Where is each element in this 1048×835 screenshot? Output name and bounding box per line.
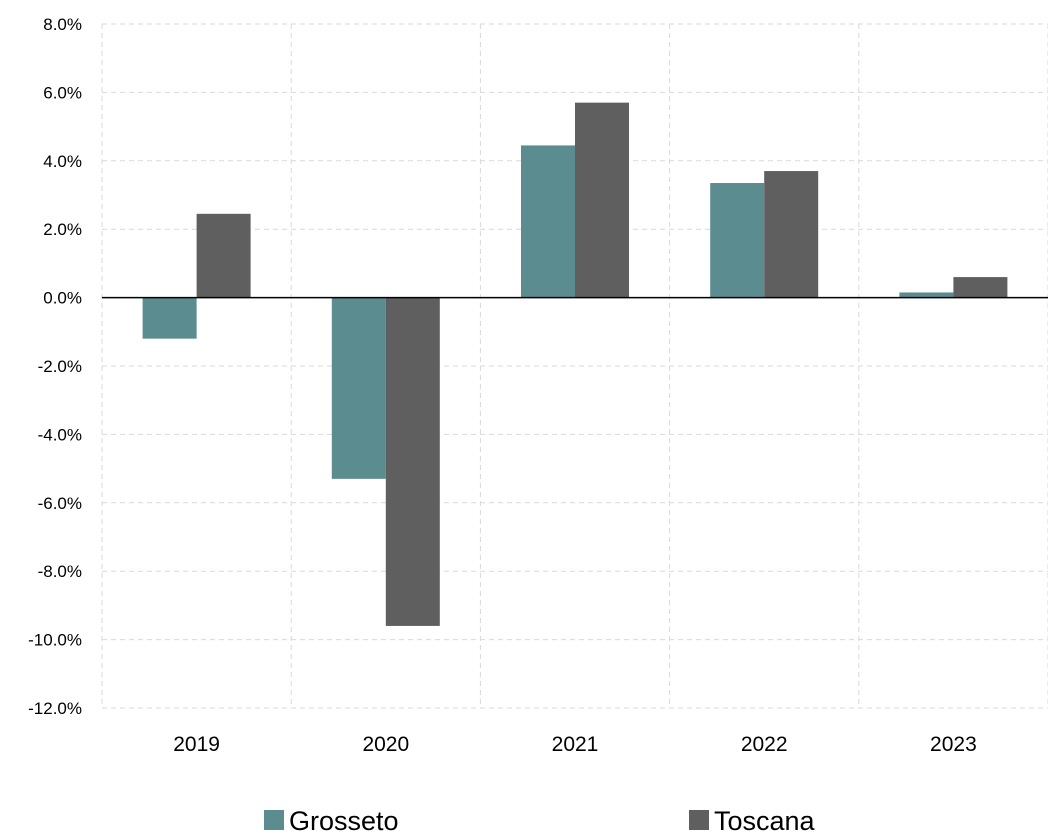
y-tick-label: -6.0% bbox=[38, 494, 82, 513]
bar-grosseto-2023 bbox=[899, 292, 954, 298]
x-tick-label: 2019 bbox=[173, 733, 220, 756]
bar-toscana-2023 bbox=[953, 277, 1008, 298]
y-tick-label: 8.0% bbox=[43, 15, 82, 34]
bar-toscana-2020 bbox=[385, 297, 440, 626]
bar-grosseto-2020 bbox=[331, 297, 386, 479]
bar-grosseto-2022 bbox=[710, 183, 765, 298]
y-tick-label: -8.0% bbox=[38, 562, 82, 581]
bars bbox=[142, 102, 1008, 626]
grid bbox=[101, 23, 1048, 709]
x-tick-label: 2023 bbox=[930, 733, 977, 756]
y-tick-label: -2.0% bbox=[38, 357, 82, 376]
bar-toscana-2021 bbox=[575, 102, 629, 298]
legend-label-grosseto: Grosseto bbox=[289, 806, 399, 835]
bar-grosseto-2019 bbox=[142, 297, 197, 339]
x-tick-label: 2022 bbox=[741, 733, 788, 756]
y-tick-label: -10.0% bbox=[28, 631, 82, 650]
bar-grosseto-2021 bbox=[521, 145, 575, 298]
y-tick-label: 6.0% bbox=[43, 83, 82, 102]
bar-toscana-2022 bbox=[764, 171, 819, 298]
y-tick-label: -4.0% bbox=[38, 425, 82, 444]
y-tick-label: -12.0% bbox=[28, 699, 82, 718]
legend-swatch-toscana bbox=[689, 810, 709, 830]
legend-label-toscana: Toscana bbox=[714, 806, 816, 835]
y-tick-label: 0.0% bbox=[43, 289, 82, 308]
x-axis-ticks: 2019 2020 2021 2022 2023 bbox=[173, 733, 977, 756]
x-tick-label: 2020 bbox=[362, 733, 409, 756]
y-tick-label: 2.0% bbox=[43, 220, 82, 239]
legend-swatch-grosseto bbox=[264, 810, 284, 830]
bar-toscana-2019 bbox=[196, 213, 251, 298]
x-tick-label: 2021 bbox=[552, 733, 599, 756]
legend: Grosseto Toscana bbox=[264, 806, 816, 835]
y-axis-ticks: 8.0% 6.0% 4.0% 2.0% 0.0% -2.0% -4.0% -6.0% -8.0%… bbox=[28, 15, 82, 718]
y-tick-label: 4.0% bbox=[43, 152, 82, 171]
